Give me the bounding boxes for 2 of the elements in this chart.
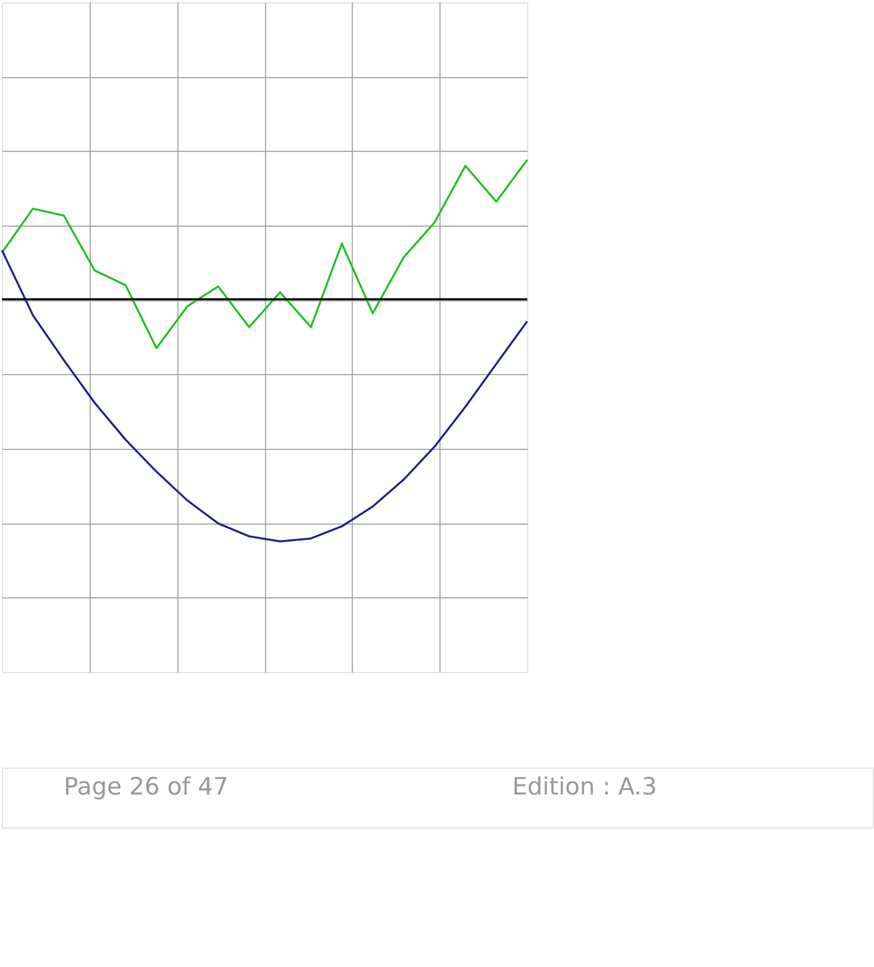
text: Page 26 of 47 <box>64 772 228 801</box>
text: Edition : A.3 <box>512 772 657 801</box>
